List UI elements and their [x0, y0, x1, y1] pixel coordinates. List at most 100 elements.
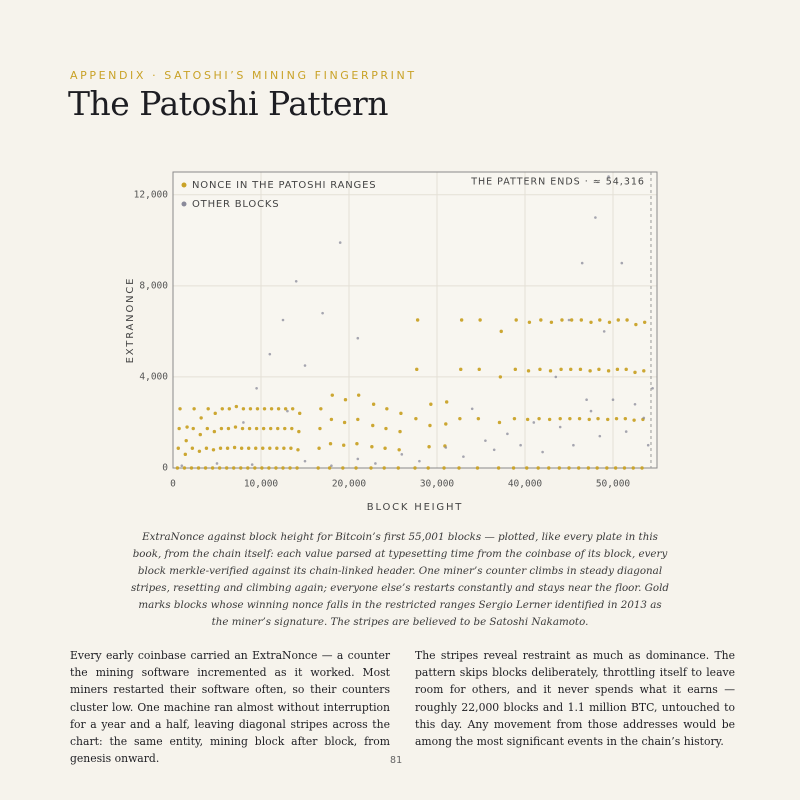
body-paragraph: Every early coinbase carried an ExtraNon…: [70, 649, 390, 766]
point: [484, 439, 487, 442]
title: The Patoshi Pattern: [68, 84, 389, 123]
y-axis-label: EXTRANONCE: [125, 277, 136, 364]
x-tick-label: 50,000: [596, 479, 631, 490]
point: [356, 393, 361, 397]
point: [215, 462, 219, 465]
point: [240, 426, 245, 431]
point: [189, 466, 194, 470]
point: [470, 407, 474, 411]
y-tick-label: 4,000: [139, 371, 168, 382]
x-axis-label: BLOCK HEIGHT: [367, 502, 463, 513]
legend-label: NONCE IN THE PATOSHI RANGES: [192, 180, 376, 191]
point: [178, 407, 182, 411]
point: [290, 407, 295, 411]
point: [444, 400, 449, 404]
point: [227, 407, 232, 411]
point: [457, 466, 461, 470]
x-tick-label: 30,000: [420, 479, 455, 490]
point: [548, 369, 553, 373]
legend-label: OTHER BLOCKS: [192, 199, 279, 210]
point: [616, 318, 620, 322]
point: [374, 462, 377, 465]
point: [197, 449, 202, 454]
point: [527, 320, 532, 324]
point: [275, 446, 279, 450]
point: [327, 466, 332, 470]
point: [232, 466, 236, 470]
point: [578, 367, 583, 372]
point: [255, 387, 258, 390]
point: [458, 416, 462, 421]
point: [642, 369, 646, 373]
point: [557, 466, 562, 470]
point: [598, 318, 602, 322]
page-number: 81: [390, 755, 403, 766]
point: [567, 466, 571, 470]
plot-area: [173, 172, 657, 468]
point: [248, 407, 253, 411]
point: [342, 443, 346, 447]
point: [341, 466, 345, 470]
point: [624, 430, 628, 433]
point: [558, 416, 562, 421]
point: [536, 466, 540, 470]
body-paragraph: The stripes reveal restraint as much as …: [415, 649, 735, 749]
point: [290, 426, 294, 431]
kicker: APPENDIX · SATOSHI’S MINING FINGERPRINT: [70, 69, 417, 82]
point: [298, 411, 302, 416]
point: [525, 466, 529, 470]
x-tick-label: 0: [170, 479, 176, 490]
point: [255, 407, 260, 411]
point: [295, 466, 299, 470]
point: [330, 393, 334, 397]
point: [183, 452, 188, 457]
point: [525, 417, 530, 422]
point: [444, 422, 448, 426]
point: [623, 416, 628, 421]
point: [478, 318, 482, 322]
point: [651, 387, 654, 390]
chart: 0 4,000 8,000 12,000 0 10,000 20,000 30,000 40,0…: [125, 171, 658, 513]
point: [210, 466, 215, 470]
point: [253, 466, 257, 470]
point: [559, 367, 563, 372]
point: [330, 464, 333, 468]
point: [539, 318, 543, 322]
point: [205, 426, 210, 431]
point: [355, 442, 359, 446]
point: [177, 426, 181, 431]
point: [415, 367, 419, 372]
point: [631, 466, 635, 470]
point: [369, 466, 373, 470]
point: [398, 429, 402, 434]
point: [596, 416, 600, 421]
point: [568, 416, 572, 421]
point: [428, 423, 432, 428]
point: [498, 375, 503, 379]
point: [477, 367, 481, 372]
point: [396, 466, 400, 470]
point: [512, 416, 517, 421]
point: [640, 466, 644, 470]
point: [180, 464, 184, 468]
point: [580, 261, 584, 265]
point: [476, 416, 481, 421]
point: [569, 367, 573, 372]
point: [625, 318, 629, 322]
point: [282, 446, 286, 450]
point: [175, 466, 180, 470]
point: [462, 455, 465, 458]
point: [184, 438, 188, 443]
point: [303, 364, 307, 367]
point: [182, 466, 187, 470]
point: [589, 320, 593, 324]
point: [176, 446, 180, 450]
point: [513, 367, 518, 372]
point: [634, 322, 638, 327]
point: [614, 416, 619, 421]
point: [338, 241, 342, 244]
point: [642, 320, 647, 324]
point: [319, 407, 323, 411]
point: [597, 367, 601, 372]
point: [356, 417, 360, 422]
